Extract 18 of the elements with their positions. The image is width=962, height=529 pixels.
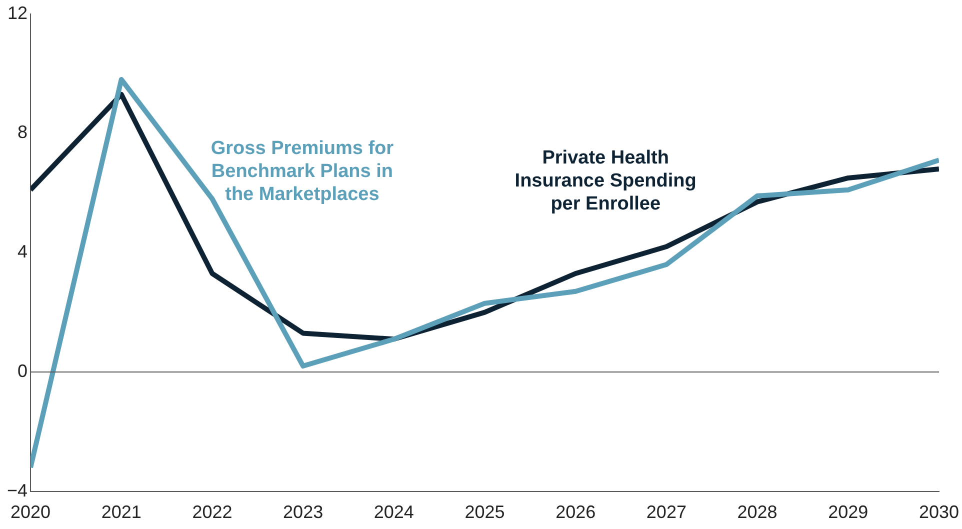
x-tick-label: 2020	[10, 502, 51, 522]
series-label: Gross Premiums for Benchmark Plans in the Marketplaces	[210, 138, 394, 206]
x-tick-label: 2029	[828, 502, 868, 522]
x-tick-label: 2025	[464, 502, 505, 522]
x-tick-label: 2027	[646, 502, 686, 522]
y-tick-label: 8	[18, 122, 28, 142]
x-tick-label: 2023	[283, 502, 324, 522]
y-tick-label: 12	[7, 2, 28, 23]
y-tick-label: 0	[18, 360, 28, 381]
x-tick-label: 2024	[374, 502, 414, 522]
x-tick-label: 2022	[192, 502, 232, 522]
y-tick-label: −4	[6, 480, 28, 500]
x-tick-label: 2028	[737, 502, 778, 522]
x-tick-label: 2026	[556, 502, 596, 522]
y-tick-label: 4	[18, 242, 28, 262]
series-label: Private Health Insurance Spending per Enrollee	[514, 148, 696, 215]
x-tick-label: 2030	[918, 502, 959, 522]
x-tick-label: 2021	[101, 502, 142, 522]
